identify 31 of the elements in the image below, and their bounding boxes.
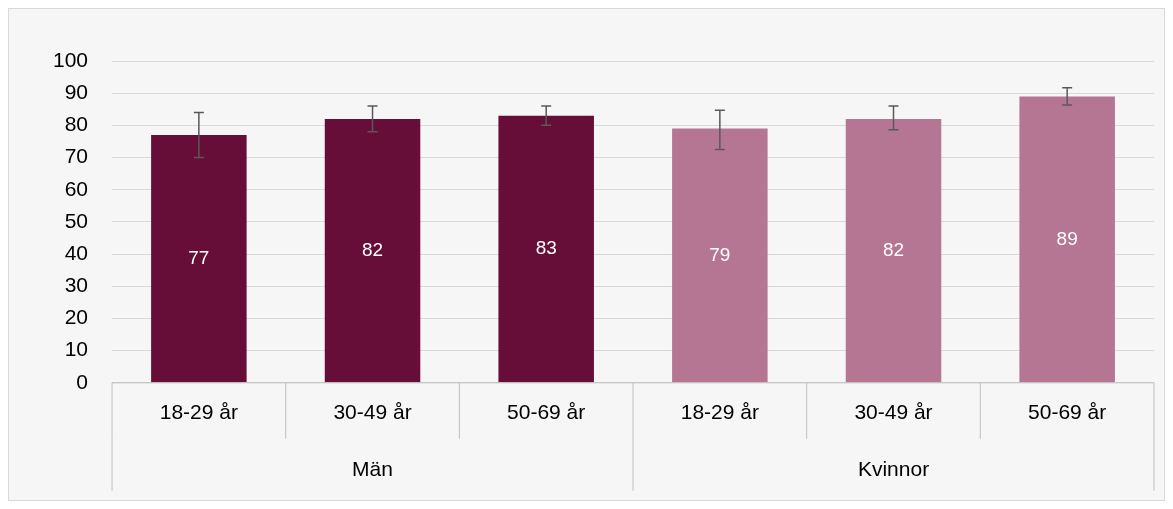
y-tick-label: 30 — [64, 273, 89, 297]
text: Män — [352, 456, 393, 480]
x-tick-label: 30-49 år — [854, 400, 933, 424]
data-label: 83 — [535, 237, 557, 259]
y-tick-label: 70 — [64, 144, 89, 168]
y-tick-label: 80 — [64, 112, 89, 136]
y-tick-label: 50 — [64, 208, 89, 232]
y-tick-label: 20 — [64, 305, 89, 329]
data-label: 82 — [882, 239, 905, 261]
bar — [498, 115, 594, 383]
text: Kvinnor — [857, 456, 930, 480]
bar — [1019, 96, 1115, 383]
x-tick-label: 30-49 år — [333, 400, 412, 424]
data-label: 82 — [361, 239, 384, 261]
y-tick-label: 0 — [76, 369, 89, 393]
x-tick-label: 50-69 år — [507, 400, 586, 424]
bar — [324, 118, 421, 383]
y-tick-label: 90 — [64, 79, 89, 103]
data-label: 77 — [188, 247, 210, 269]
y-tick-label: 60 — [64, 176, 89, 200]
y-tick-label: 100 — [52, 47, 89, 71]
data-label: 89 — [1056, 227, 1078, 249]
bar — [845, 118, 942, 383]
data-label: 79 — [709, 243, 731, 265]
x-tick-label: 18-29 år — [159, 400, 238, 424]
y-tick-label: 40 — [64, 240, 89, 264]
y-tick-label: 10 — [64, 337, 89, 361]
bar — [151, 135, 247, 383]
x-tick-label: 18-29 år — [680, 400, 759, 424]
bar — [672, 128, 768, 383]
x-tick-label: 50-69 år — [1028, 400, 1107, 424]
